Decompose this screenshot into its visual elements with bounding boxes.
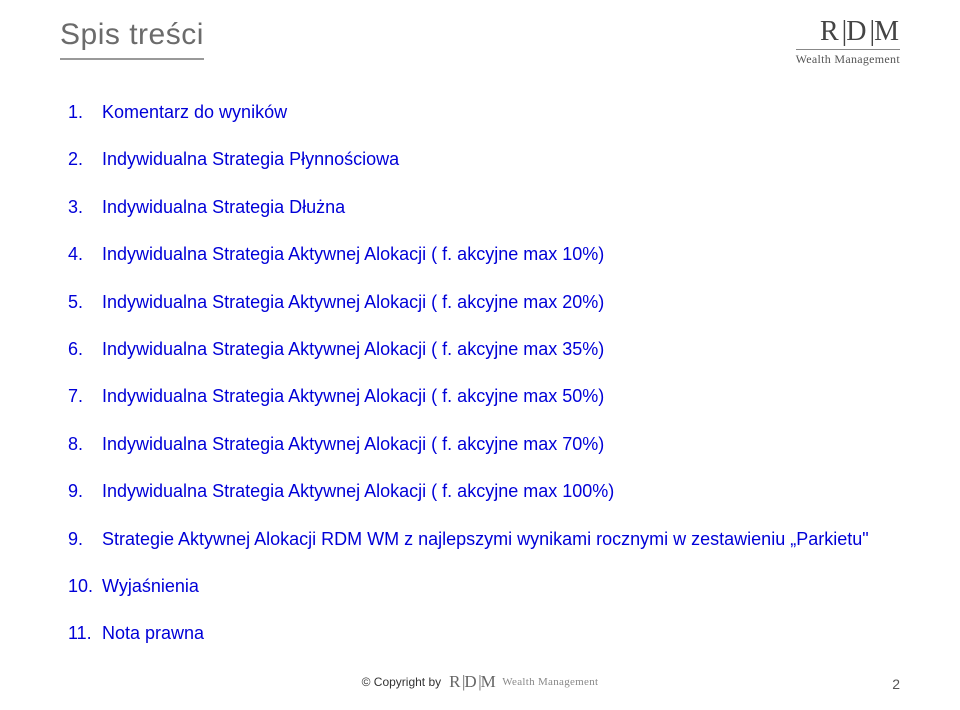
toc-item-text: Indywidualna Strategia Aktywnej Alokacji…: [102, 291, 900, 314]
toc-item-text: Komentarz do wyników: [102, 101, 900, 124]
toc-item[interactable]: 11.Nota prawna: [68, 622, 900, 645]
toc-item-number: 9.: [68, 480, 102, 503]
toc-item-number: 1.: [68, 101, 102, 124]
page-number: 2: [892, 676, 900, 692]
toc-item-text: Indywidualna Strategia Aktywnej Alokacji…: [102, 433, 900, 456]
footer-logo-sub: Wealth Management: [502, 676, 598, 688]
toc-item-text: Indywidualna Strategia Płynnościowa: [102, 148, 900, 171]
toc-item-number: 8.: [68, 433, 102, 456]
toc-item[interactable]: 9.Strategie Aktywnej Alokacji RDM WM z n…: [68, 528, 900, 551]
toc-item-text: Strategie Aktywnej Alokacji RDM WM z naj…: [102, 528, 900, 551]
toc-item-number: 4.: [68, 243, 102, 266]
toc-item-text: Indywidualna Strategia Aktywnej Alokacji…: [102, 338, 900, 361]
table-of-contents: 1.Komentarz do wyników2.Indywidualna Str…: [60, 101, 900, 646]
toc-item-text: Indywidualna Strategia Aktywnej Alokacji…: [102, 243, 900, 266]
toc-item[interactable]: 8.Indywidualna Strategia Aktywnej Alokac…: [68, 433, 900, 456]
page-title: Spis treści: [60, 18, 204, 52]
toc-item[interactable]: 7.Indywidualna Strategia Aktywnej Alokac…: [68, 385, 900, 408]
logo-main: R|D|M: [796, 18, 900, 46]
copyright-label: © Copyright by: [362, 675, 442, 689]
toc-item[interactable]: 4.Indywidualna Strategia Aktywnej Alokac…: [68, 243, 900, 266]
toc-item-number: 6.: [68, 338, 102, 361]
toc-item-number: 10.: [68, 575, 102, 598]
toc-item[interactable]: 6.Indywidualna Strategia Aktywnej Alokac…: [68, 338, 900, 361]
title-underline: [60, 58, 204, 60]
toc-item-number: 3.: [68, 196, 102, 219]
toc-item-number: 5.: [68, 291, 102, 314]
toc-item-number: 7.: [68, 385, 102, 408]
toc-item[interactable]: 3.Indywidualna Strategia Dłużna: [68, 196, 900, 219]
toc-item[interactable]: 2.Indywidualna Strategia Płynnościowa: [68, 148, 900, 171]
toc-item-text: Indywidualna Strategia Aktywnej Alokacji…: [102, 385, 900, 408]
title-wrap: Spis treści: [60, 18, 204, 60]
brand-logo: R|D|M Wealth Management: [796, 18, 900, 67]
toc-item-text: Indywidualna Strategia Aktywnej Alokacji…: [102, 480, 900, 503]
toc-item-text: Indywidualna Strategia Dłużna: [102, 196, 900, 219]
header: Spis treści R|D|M Wealth Management: [60, 18, 900, 67]
toc-item-number: 9.: [68, 528, 102, 551]
page: Spis treści R|D|M Wealth Management 1.Ko…: [0, 0, 960, 710]
toc-item-text: Nota prawna: [102, 622, 900, 645]
toc-item-text: Wyjaśnienia: [102, 575, 900, 598]
toc-item[interactable]: 1.Komentarz do wyników: [68, 101, 900, 124]
logo-sub: Wealth Management: [796, 49, 900, 67]
toc-item-number: 11.: [68, 622, 102, 645]
toc-item[interactable]: 9.Indywidualna Strategia Aktywnej Alokac…: [68, 480, 900, 503]
footer: © Copyright by R|D|M Wealth Management: [0, 672, 960, 692]
toc-item[interactable]: 5.Indywidualna Strategia Aktywnej Alokac…: [68, 291, 900, 314]
toc-item[interactable]: 10.Wyjaśnienia: [68, 575, 900, 598]
footer-logo-main: R|D|M: [449, 672, 496, 692]
toc-item-number: 2.: [68, 148, 102, 171]
